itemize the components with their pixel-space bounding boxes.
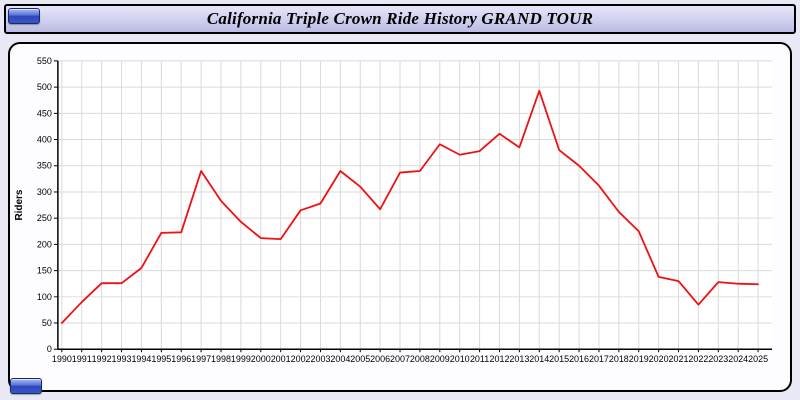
svg-text:350: 350 (37, 161, 52, 171)
svg-text:1998: 1998 (211, 354, 231, 364)
svg-text:1992: 1992 (92, 354, 112, 364)
svg-text:0: 0 (47, 344, 52, 354)
svg-text:250: 250 (37, 213, 52, 223)
page-title: California Triple Crown Ride History GRA… (206, 9, 594, 28)
svg-text:2013: 2013 (509, 354, 529, 364)
svg-text:300: 300 (37, 187, 52, 197)
svg-text:450: 450 (37, 108, 52, 118)
svg-text:2010: 2010 (450, 354, 470, 364)
svg-text:2003: 2003 (310, 354, 330, 364)
svg-text:2012: 2012 (490, 354, 510, 364)
svg-text:2016: 2016 (569, 354, 589, 364)
svg-text:2018: 2018 (609, 354, 629, 364)
title-banner: California Triple Crown Ride History GRA… (4, 4, 796, 34)
svg-text:200: 200 (37, 239, 52, 249)
svg-text:2024: 2024 (728, 354, 748, 364)
svg-text:2000: 2000 (251, 354, 271, 364)
svg-text:2008: 2008 (410, 354, 430, 364)
svg-text:2014: 2014 (529, 354, 549, 364)
svg-text:1990: 1990 (52, 354, 72, 364)
svg-text:150: 150 (37, 266, 52, 276)
svg-text:2015: 2015 (549, 354, 569, 364)
svg-text:100: 100 (37, 292, 52, 302)
svg-text:2011: 2011 (470, 354, 489, 364)
svg-text:1996: 1996 (171, 354, 191, 364)
svg-text:2005: 2005 (350, 354, 370, 364)
svg-text:2007: 2007 (390, 354, 410, 364)
svg-text:2019: 2019 (629, 354, 649, 364)
svg-text:1994: 1994 (131, 354, 151, 364)
svg-text:50: 50 (42, 318, 52, 328)
nav-button-top-left[interactable] (8, 8, 40, 24)
svg-text:2023: 2023 (708, 354, 728, 364)
svg-text:2022: 2022 (688, 354, 708, 364)
svg-text:Riders: Riders (14, 189, 25, 220)
svg-text:550: 550 (37, 56, 52, 66)
svg-text:1991: 1991 (72, 354, 92, 364)
svg-text:1995: 1995 (151, 354, 171, 364)
svg-text:1997: 1997 (191, 354, 211, 364)
svg-text:500: 500 (37, 82, 52, 92)
svg-text:2017: 2017 (589, 354, 609, 364)
svg-text:2009: 2009 (430, 354, 450, 364)
svg-text:2002: 2002 (291, 354, 311, 364)
svg-text:2001: 2001 (271, 354, 291, 364)
svg-text:400: 400 (37, 135, 52, 145)
svg-text:2006: 2006 (370, 354, 390, 364)
chart-panel: 0 50 100 150 200 250 300 350 400 450 500 550 1990 199… (8, 42, 792, 392)
svg-text:2004: 2004 (330, 354, 350, 364)
svg-text:1993: 1993 (112, 354, 132, 364)
svg-text:2021: 2021 (669, 354, 689, 364)
svg-text:1999: 1999 (231, 354, 251, 364)
nav-button-bottom-left[interactable] (10, 378, 42, 394)
svg-text:2020: 2020 (649, 354, 669, 364)
svg-text:2025: 2025 (748, 354, 768, 364)
